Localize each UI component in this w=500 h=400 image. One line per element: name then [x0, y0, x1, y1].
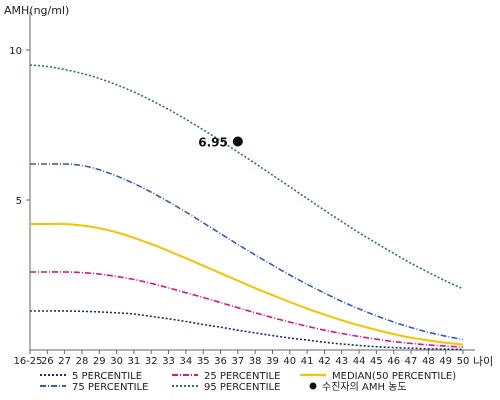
series-line-3: [30, 163, 464, 341]
x-tick-label: 39: [266, 356, 279, 367]
y-axis-title: AMH(ng/ml): [4, 4, 69, 17]
x-tick-label: 38: [249, 356, 262, 367]
x-tick-label: 49: [439, 356, 452, 367]
x-tick-label: 34: [180, 356, 193, 367]
x-tick-label: 35: [197, 356, 210, 367]
x-tick-label: 27: [58, 356, 71, 367]
x-tick-label: 36: [214, 356, 227, 367]
x-tick-label: 28: [76, 356, 89, 367]
x-tick-label: 43: [335, 356, 348, 367]
x-tick-label: 45: [370, 356, 383, 367]
x-tick-label: 46: [387, 356, 400, 367]
x-tick-label: 44: [353, 356, 366, 367]
x-tick-label: 48: [422, 356, 435, 367]
x-tick-label: 50: [457, 356, 470, 367]
legend-point-label: 수진자의 AMH 농도: [322, 381, 407, 393]
point-layer: 6.95: [198, 136, 243, 150]
patient-amh-value-label: 6.95: [198, 136, 228, 150]
x-tick-label: 33: [162, 356, 175, 367]
x-tick-label: 41: [301, 356, 314, 367]
legend-label-2: MEDIAN(50 PERCENTILE): [332, 371, 456, 382]
series-line-2: [30, 222, 464, 346]
legend: 5 PERCENTILE 25 PERCENTILE MEDIAN(50 PERCE…: [40, 371, 456, 393]
legend-label-4: 95 PERCENTILE: [204, 382, 280, 393]
y-tick-label: 5: [16, 196, 22, 207]
x-tick-label: 16-25: [13, 356, 42, 367]
legend-point-marker: [309, 382, 317, 390]
x-tick-label: 29: [93, 356, 106, 367]
x-tick-label: 47: [405, 356, 418, 367]
y-tick-label: 10: [9, 46, 22, 57]
patient-amh-point: [232, 136, 243, 147]
x-axis-title: 나이: [473, 355, 493, 368]
legend-label-3: 75 PERCENTILE: [72, 382, 148, 393]
x-tick-label: 40: [283, 356, 296, 367]
x-tick-label: 31: [128, 356, 141, 367]
x-tick-label: 42: [318, 356, 331, 367]
series-line-1: [30, 271, 464, 348]
legend-label-0: 5 PERCENTILE: [72, 371, 142, 382]
series-line-4: [29, 64, 464, 290]
x-tick-label: 37: [231, 356, 244, 367]
x-tick-label: 30: [110, 356, 123, 367]
x-tick-label: 26: [41, 356, 54, 367]
x-tick-label: 32: [145, 356, 158, 367]
series-line-0: [30, 310, 464, 351]
series-layer: [29, 64, 464, 351]
legend-label-1: 25 PERCENTILE: [204, 371, 280, 382]
